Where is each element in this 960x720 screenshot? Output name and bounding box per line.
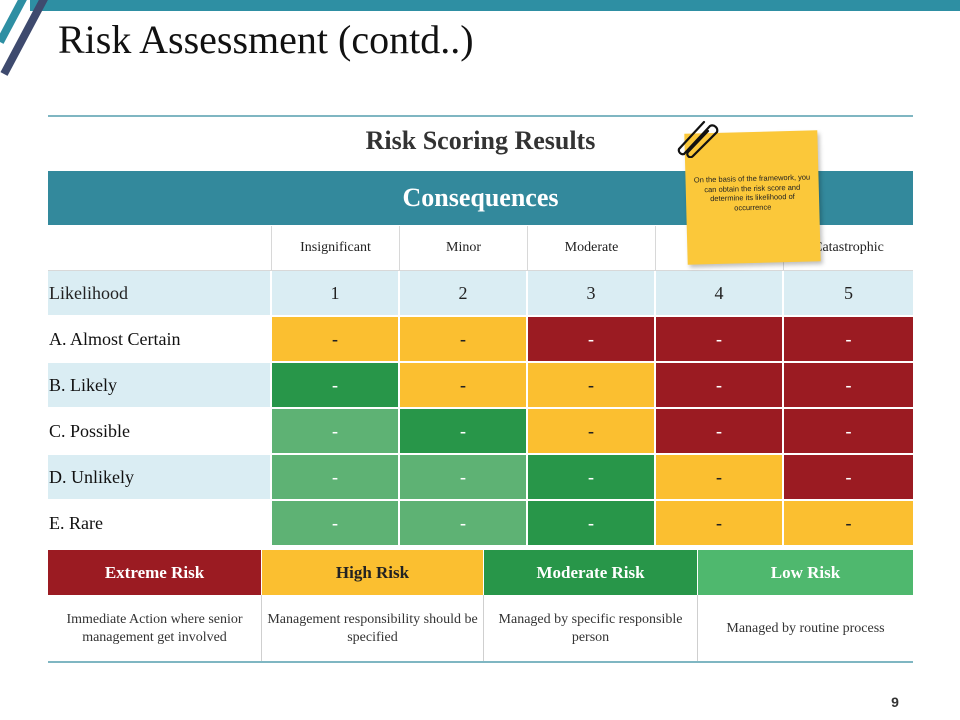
risk-cell-extreme: - — [784, 455, 913, 501]
risk-cell-low: - — [400, 455, 528, 501]
score-cell: 3 — [528, 271, 656, 317]
column-header: Insignificant — [272, 226, 400, 271]
risk-row-label: B. Likely — [48, 363, 272, 409]
risk-cell-value: - — [588, 374, 594, 395]
page-number: 9 — [891, 694, 899, 710]
risk-row-label: C. Possible — [48, 409, 272, 455]
top-divider — [48, 115, 913, 117]
risk-cell-moderate: - — [528, 455, 656, 501]
paperclip-icon — [677, 120, 719, 158]
legend-label: Low Risk — [698, 550, 913, 595]
risk-cell-high: - — [656, 501, 784, 547]
risk-cell-low: - — [400, 501, 528, 547]
header-corner-cell — [48, 226, 272, 271]
risk-cell-value: - — [845, 420, 852, 441]
risk-cell-value: - — [845, 328, 852, 349]
risk-cell-high: - — [272, 317, 400, 363]
score-cell: 4 — [656, 271, 784, 317]
sticky-note-text: On the basis of the framework, you can o… — [693, 172, 811, 212]
risk-cell-low: - — [272, 455, 400, 501]
column-header: Minor — [400, 226, 528, 271]
risk-cell-value: - — [845, 374, 852, 395]
risk-cell-high: - — [528, 363, 656, 409]
header-stripe-decoration — [0, 0, 51, 76]
legend-description: Managed by routine process — [726, 620, 885, 636]
risk-matrix: Insignificant Minor Moderate Catastrophi… — [48, 226, 913, 547]
legend-description: Management responsibility should be spec… — [262, 595, 484, 662]
score-cell: 1 — [272, 271, 400, 317]
risk-cell-high: - — [400, 363, 528, 409]
slide-title: Risk Assessment (contd..) — [58, 17, 474, 62]
risk-cell-value: - — [332, 328, 338, 349]
risk-cell-low: - — [272, 501, 400, 547]
risk-cell-value: - — [716, 420, 722, 441]
risk-cell-high: - — [528, 409, 656, 455]
risk-cell-value: - — [588, 512, 594, 533]
risk-row: D. Unlikely - - - - - — [48, 455, 913, 501]
section-title: Risk Scoring Results — [365, 126, 596, 155]
risk-cell-value: - — [588, 328, 594, 349]
legend-item-moderate: Moderate Risk Managed by specific respon… — [484, 550, 698, 662]
risk-cell-value: - — [332, 374, 338, 395]
risk-row: E. Rare - - - - - — [48, 501, 913, 547]
risk-cell-extreme: - — [784, 317, 913, 363]
legend-item-low: Low Risk Managed by routine process — [698, 550, 913, 662]
risk-cell-value: - — [332, 466, 338, 487]
risk-cell-extreme: - — [784, 409, 913, 455]
risk-cell-moderate: - — [528, 501, 656, 547]
risk-cell-extreme: - — [528, 317, 656, 363]
risk-cell-high: - — [400, 317, 528, 363]
risk-cell-high: - — [784, 501, 913, 547]
risk-cell-value: - — [716, 374, 722, 395]
risk-row: B. Likely - - - - - — [48, 363, 913, 409]
risk-row-label: A. Almost Certain — [48, 317, 272, 363]
risk-cell-high: - — [656, 455, 784, 501]
risk-cell-value: - — [588, 420, 594, 441]
risk-cell-extreme: - — [656, 363, 784, 409]
header-accent-bar — [30, 0, 960, 11]
risk-cell-extreme: - — [656, 409, 784, 455]
risk-cell-value: - — [845, 512, 852, 533]
risk-cell-moderate: - — [400, 409, 528, 455]
risk-cell-value: - — [332, 512, 338, 533]
legend-label: Extreme Risk — [48, 550, 262, 595]
likelihood-label: Likelihood — [48, 271, 272, 317]
risk-row-label: E. Rare — [48, 501, 272, 547]
risk-cell-extreme: - — [656, 317, 784, 363]
bottom-divider — [48, 661, 913, 663]
legend-item-extreme: Extreme Risk Immediate Action where seni… — [48, 550, 262, 662]
risk-cell-value: - — [716, 328, 722, 349]
likelihood-score-row: Likelihood 1 2 3 4 5 — [48, 271, 913, 317]
risk-cell-value: - — [716, 466, 722, 487]
risk-cell-moderate: - — [272, 363, 400, 409]
risk-cell-value: - — [460, 328, 466, 349]
legend-description: Managed by specific responsible person — [484, 595, 698, 662]
risk-cell-value: - — [460, 420, 466, 441]
risk-row: A. Almost Certain - - - - - — [48, 317, 913, 363]
risk-row-label: D. Unlikely — [48, 455, 272, 501]
legend-label: Moderate Risk — [484, 550, 698, 595]
risk-cell-value: - — [460, 466, 466, 487]
risk-cell-value: - — [460, 374, 466, 395]
risk-legend: Extreme Risk Immediate Action where seni… — [48, 550, 913, 662]
legend-item-high: High Risk Management responsibility shou… — [262, 550, 484, 662]
risk-row: C. Possible - - - - - — [48, 409, 913, 455]
legend-description: Immediate Action where senior management… — [48, 595, 262, 662]
risk-cell-value: - — [332, 420, 338, 441]
risk-cell-value: - — [460, 512, 466, 533]
column-header: Moderate — [528, 226, 656, 271]
score-cell: 2 — [400, 271, 528, 317]
legend-label: High Risk — [262, 550, 484, 595]
risk-cell-value: - — [845, 466, 852, 487]
risk-cell-extreme: - — [784, 363, 913, 409]
risk-cell-value: - — [588, 466, 594, 487]
risk-cell-value: - — [716, 512, 722, 533]
risk-cell-low: - — [272, 409, 400, 455]
score-cell: 5 — [784, 271, 913, 317]
